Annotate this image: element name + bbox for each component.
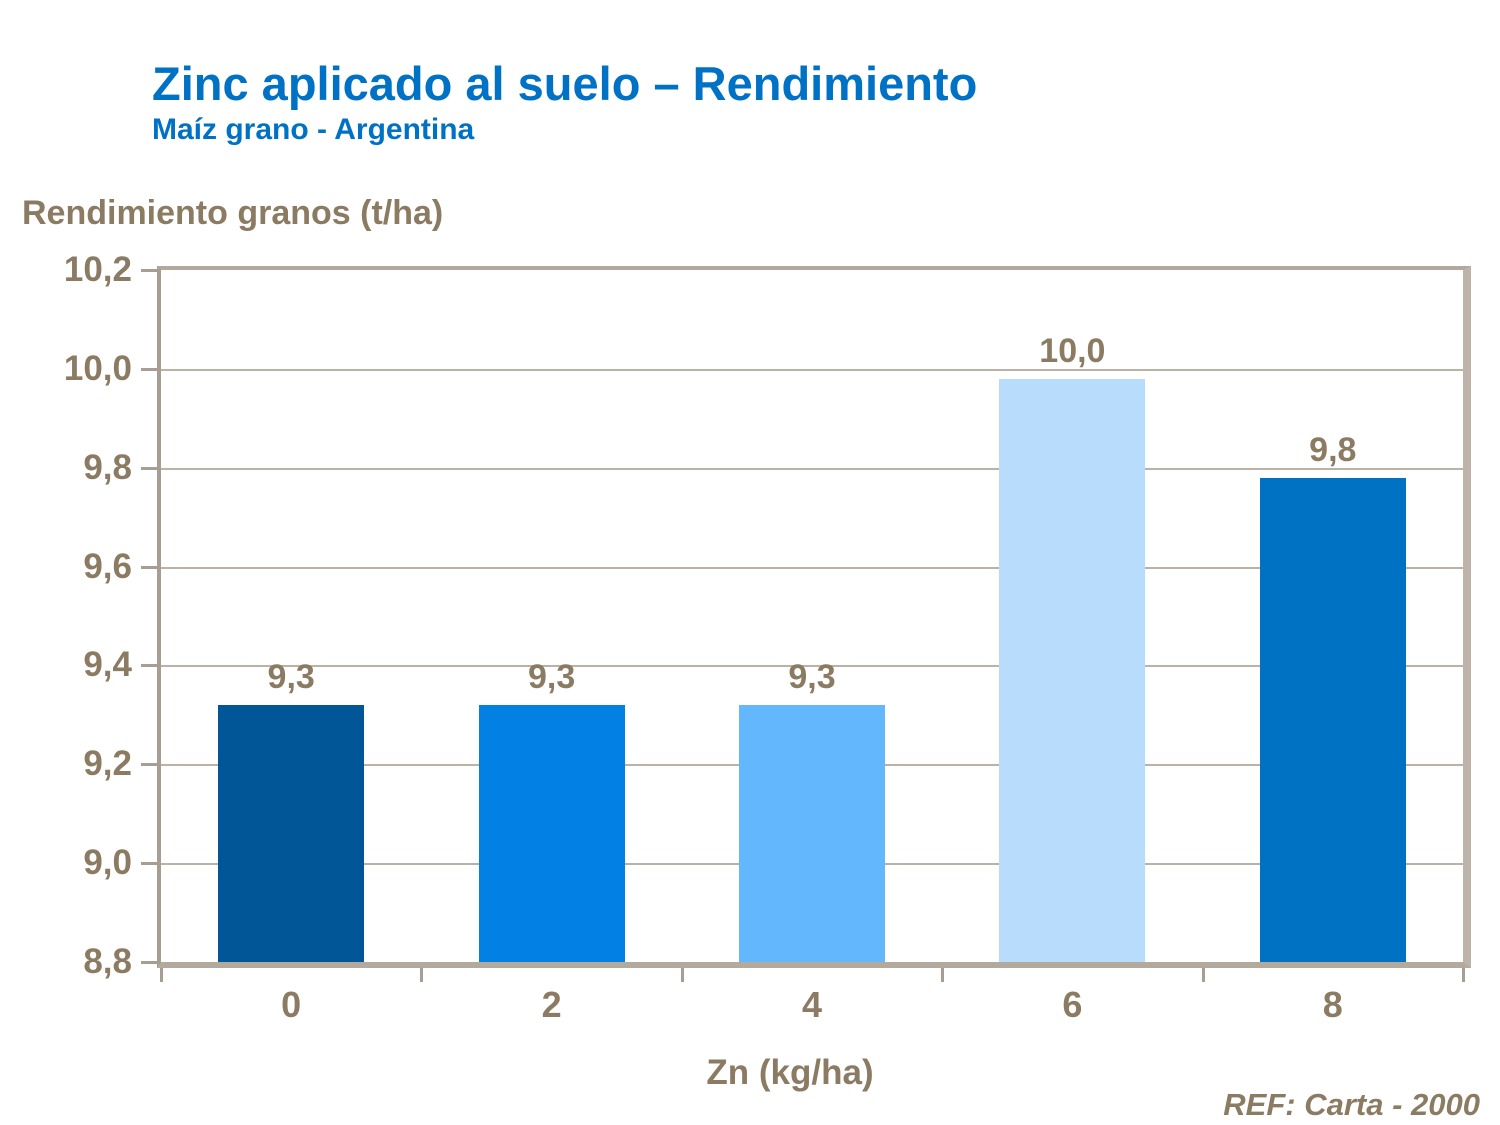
x-tick-mark (680, 968, 684, 982)
y-tick-mark (141, 664, 157, 668)
bar-value-label: 9,3 (267, 657, 315, 696)
y-tick-label: 10,2 (63, 250, 132, 289)
x-tick-mark (420, 968, 424, 982)
y-tick-label: 9,2 (83, 744, 132, 784)
y-tick-label: 8,8 (83, 942, 132, 981)
x-tick-label: 6 (1062, 984, 1083, 1025)
bar-value-label: 9,8 (1309, 430, 1357, 469)
y-tick-mark (141, 269, 157, 272)
y-tick-label: 9,6 (83, 546, 132, 586)
chart-title: Zinc aplicado al suelo – Rendimiento (152, 57, 978, 110)
gridline (161, 665, 1463, 668)
y-tick-label: 9,0 (83, 843, 132, 883)
x-tick-label: 2 (541, 984, 562, 1025)
y-tick-label: 9,8 (83, 447, 132, 487)
gridline (161, 467, 1463, 470)
y-tick-label: 10,0 (63, 348, 132, 388)
bar-zn-8 (1259, 477, 1406, 962)
y-tick-mark (141, 862, 157, 866)
plot-area: 9,3 9,3 9,3 10,0 9,8 (157, 266, 1471, 968)
x-axis-title: Zn (kg/ha) (706, 1053, 874, 1092)
y-tick-label: 9,4 (83, 645, 132, 685)
bar-value-label: 10,0 (1039, 331, 1106, 370)
x-tick-label: 8 (1322, 984, 1343, 1025)
x-tick-mark (160, 968, 163, 982)
x-tick-mark (1462, 968, 1465, 982)
y-tick-mark (141, 961, 157, 964)
y-tick-mark (141, 763, 157, 767)
bar-zn-4 (739, 704, 885, 962)
y-tick-mark (141, 367, 157, 371)
x-tick-mark (1201, 968, 1205, 982)
bar-value-label: 9,3 (527, 657, 576, 696)
x-tick-label: 0 (281, 984, 302, 1025)
bar-zn-0 (218, 704, 365, 962)
y-tick-mark (141, 466, 157, 470)
reference-note: REF: Carta - 2000 (1223, 1087, 1480, 1122)
gridline (161, 368, 1463, 371)
chart-subtitle: Maíz grano - Argentina (152, 113, 475, 146)
y-axis-title: Rendimiento granos (t/ha) (22, 194, 444, 232)
bar-zn-2 (478, 704, 625, 962)
gridline (161, 566, 1463, 569)
bar-zn-6 (999, 378, 1146, 962)
bar-value-label: 9,3 (788, 657, 836, 696)
x-tick-mark (941, 968, 945, 982)
y-tick-mark (141, 565, 157, 569)
x-tick-label: 4 (801, 984, 823, 1025)
